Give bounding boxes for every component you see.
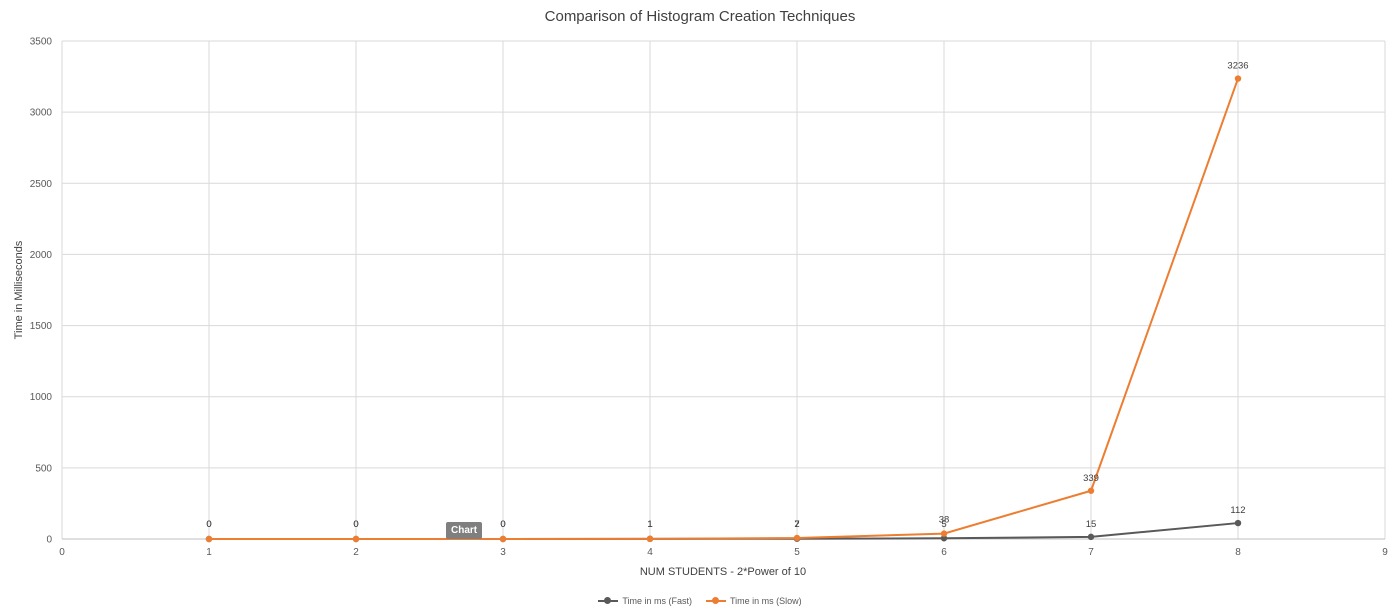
series-line-slow: [209, 78, 1239, 540]
data-label-slow: 0: [500, 519, 505, 530]
y-tick-label: 500: [35, 463, 52, 474]
x-tick-label: 6: [941, 547, 947, 558]
y-tick-label: 3500: [30, 37, 53, 48]
y-tick-label: 1500: [30, 321, 53, 332]
data-label-fast: 0: [353, 519, 358, 530]
x-tick-label: 1: [206, 547, 212, 558]
legend-swatch-fast: [598, 597, 619, 605]
data-point-fast: [940, 535, 948, 542]
data-label-slow: 3236: [1227, 61, 1248, 72]
data-point-fast: [1087, 533, 1095, 541]
data-point-slow: [1234, 75, 1242, 82]
data-label-fast: 5: [941, 519, 946, 530]
series-line-fast: [209, 522, 1239, 540]
chart-title: Comparison of Histogram Creation Techniq…: [544, 8, 856, 25]
data-label-fast: 15: [1086, 519, 1097, 530]
data-label-fast: 2: [794, 519, 799, 530]
data-label-slow: 38: [939, 515, 950, 526]
data-label-slow: 7: [794, 519, 799, 530]
data-label-fast: 0: [206, 519, 211, 530]
y-tick-label: 3000: [30, 108, 53, 119]
x-tick-label: 8: [1235, 547, 1241, 558]
x-tick-label: 9: [1382, 547, 1388, 558]
legend-label-fast: Time in ms (Fast): [622, 596, 692, 606]
data-point-slow: [352, 535, 360, 543]
data-label-fast: 1: [647, 519, 652, 530]
data-label-slow: 1: [647, 519, 652, 530]
data-label-slow: 0: [353, 519, 358, 530]
data-point-slow: [646, 535, 654, 543]
legend-item-fast[interactable]: Time in ms (Fast): [598, 596, 692, 606]
data-label-fast: 0: [500, 519, 505, 530]
data-point-slow: [205, 535, 213, 543]
legend: Time in ms (Fast) Time in ms (Slow): [0, 596, 1400, 606]
gridlines: [61, 40, 1386, 540]
data-point-slow: [793, 534, 801, 542]
series-lines: [205, 75, 1242, 543]
legend-swatch-slow: [706, 597, 726, 605]
x-tick-label: 0: [59, 547, 65, 558]
data-point-fast: [1234, 519, 1242, 527]
y-axis-label: Time in Milliseconds: [13, 240, 25, 340]
data-label-slow: 339: [1083, 473, 1099, 484]
y-tick-label: 2500: [30, 179, 53, 190]
data-label-fast: 112: [1230, 505, 1245, 516]
legend-item-slow[interactable]: Time in ms (Slow): [706, 596, 802, 606]
x-tick-label: 3: [500, 547, 506, 558]
y-tick-label: 2000: [30, 250, 53, 261]
y-tick-label: 0: [46, 535, 52, 546]
y-tick-label: 1000: [30, 392, 53, 403]
data-point-slow: [940, 530, 948, 537]
x-axis-label: NUM STUDENTS - 2*Power of 10: [639, 566, 807, 578]
data-point-slow: [1087, 487, 1095, 494]
legend-label-slow: Time in ms (Slow): [730, 596, 802, 606]
x-tick-label: 7: [1088, 547, 1094, 558]
x-tick-label: 5: [794, 547, 800, 558]
x-tick-label: 2: [353, 547, 359, 558]
chart-tooltip: Chart: [446, 522, 483, 539]
data-point-slow: [499, 535, 507, 543]
data-label-slow: 0: [206, 519, 211, 530]
x-tick-label: 4: [647, 547, 653, 558]
